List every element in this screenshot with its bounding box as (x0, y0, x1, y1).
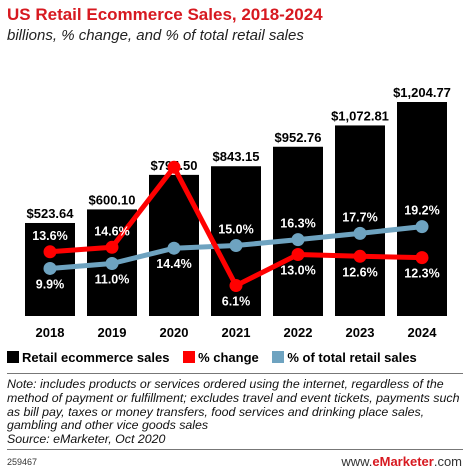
change-point (167, 160, 181, 174)
x-tick-label: 2018 (36, 325, 65, 340)
change-value-label: 32.4% (156, 144, 191, 158)
share-point (229, 239, 243, 252)
chart-subtitle: billions, % change, and % of total retai… (7, 27, 304, 44)
x-tick-label: 2023 (346, 325, 375, 340)
share-value-label: 19.2% (404, 204, 439, 218)
bar-value-label: $952.76 (275, 130, 322, 145)
source-text: Source: eMarketer, Oct 2020 (7, 432, 166, 447)
change-point (291, 248, 305, 261)
change-point (105, 240, 119, 254)
share-value-label: 14.4% (156, 257, 191, 271)
change-value-label: 14.6% (94, 224, 129, 238)
share-point (415, 220, 429, 234)
brand-suffix: .com (433, 454, 462, 469)
legend-item-sales: Retail ecommerce sales (7, 350, 169, 365)
divider-top (7, 373, 463, 374)
legend-label-change: % change (198, 350, 259, 366)
change-value-label: 12.6% (342, 265, 377, 279)
share-value-label: 11.0% (95, 273, 130, 287)
bar-value-label: $1,204.77 (393, 85, 451, 100)
share-point (167, 241, 181, 255)
legend-swatch-sales (7, 351, 19, 364)
share-point (43, 261, 57, 275)
change-point (353, 249, 367, 263)
brand-prefix: www. (341, 454, 373, 469)
change-value-label: 6.1% (222, 295, 251, 309)
x-tick-label: 2019 (98, 325, 127, 340)
share-value-label: 17.7% (342, 210, 377, 224)
legend-swatch-change (183, 351, 196, 364)
divider-bottom (7, 449, 463, 450)
share-value-label: 16.3% (280, 217, 315, 231)
bar-2024 (397, 102, 447, 316)
change-point (229, 279, 243, 293)
note-text: Note: includes products or services orde… (7, 377, 460, 433)
bar-value-label: $1,072.81 (331, 108, 389, 123)
change-value-label: 13.6% (32, 229, 67, 243)
change-point (415, 251, 429, 265)
brand-name: eMarketer (372, 454, 434, 469)
change-value-label: 13.0% (280, 264, 315, 278)
x-tick-label: 2020 (160, 325, 189, 340)
share-value-label: 9.9% (36, 277, 65, 291)
share-point (353, 226, 367, 240)
bar-value-label: $843.15 (213, 149, 260, 164)
x-tick-label: 2021 (222, 325, 251, 340)
legend: Retail ecommerce sales % change % of tot… (7, 349, 427, 365)
x-tick-label: 2022 (284, 325, 313, 340)
legend-swatch-share (272, 351, 285, 364)
x-tick-label: 2024 (408, 325, 438, 340)
legend-item-change: % change (183, 350, 259, 365)
chart-id: 259467 (7, 457, 38, 467)
bar-value-label: $523.64 (27, 206, 75, 221)
bar-value-label: $600.10 (89, 192, 136, 207)
legend-label-share: % of total retail sales (287, 350, 417, 366)
legend-label-sales: Retail ecommerce sales (22, 350, 170, 366)
brand-logo: www.eMarketer.com (341, 454, 462, 469)
chart-area: $523.64$600.10$794.50$843.15$952.76$1,07… (25, 85, 451, 340)
change-value-label: 12.3% (404, 267, 439, 281)
share-point (105, 257, 119, 270)
bar-2022 (273, 146, 323, 316)
chart-title: US Retail Ecommerce Sales, 2018-2024 (7, 5, 323, 24)
legend-item-share: % of total retail sales (272, 350, 417, 366)
bar-2023 (335, 125, 385, 316)
share-value-label: 15.0% (218, 223, 253, 237)
change-point (43, 245, 57, 259)
share-point (291, 233, 305, 247)
footnote: Note: includes products or services orde… (7, 377, 465, 447)
